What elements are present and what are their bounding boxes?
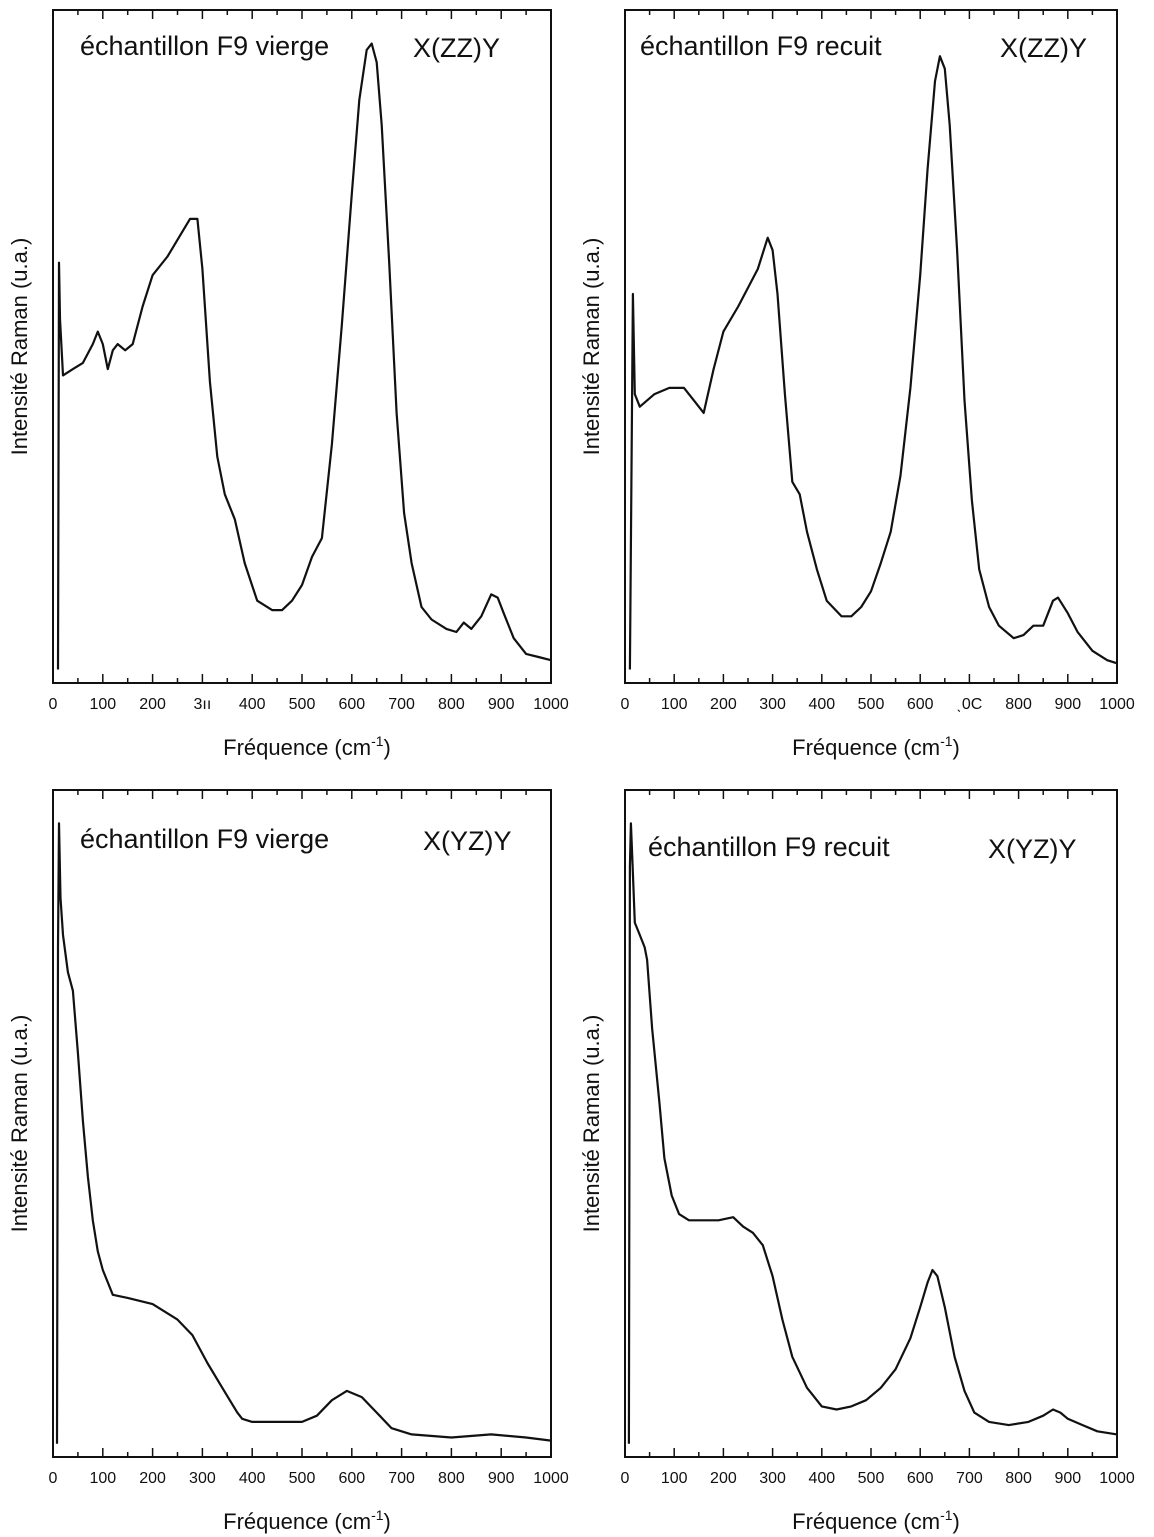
chart-panel-3: 0 100 200 300 400 500 600 700 800 900 1000 Fréquenc… — [7, 789, 569, 1534]
x-tick-label: 500 — [858, 696, 885, 713]
x-axis-title-close: ) — [953, 735, 960, 760]
x-tick-label: 200 — [139, 696, 166, 713]
y-axis-title: Intensité Raman (u.a.) — [579, 238, 604, 456]
x-tick-label: 800 — [1005, 1470, 1032, 1487]
x-tick-label: 1000 — [533, 1470, 569, 1487]
y-axis-title: Intensité Raman (u.a.) — [579, 1015, 604, 1233]
x-tick-label: 100 — [89, 1470, 116, 1487]
plot-frame — [624, 9, 1118, 684]
x-tick-label: 400 — [808, 1470, 835, 1487]
x-tick-label: 800 — [1005, 696, 1032, 713]
polarization-label: X(YZ)Y — [988, 834, 1077, 864]
x-tick-label: 400 — [239, 1470, 266, 1487]
x-tick-label: 700 — [388, 1470, 415, 1487]
y-axis-title: Intensité Raman (u.a.) — [7, 1015, 32, 1233]
x-tick-label: 500 — [289, 1470, 316, 1487]
y-axis-title: Intensité Raman (u.a.) — [7, 238, 32, 456]
x-axis-title-superscript: -1 — [371, 733, 384, 749]
chart-panel-2: 0 100 200 300 400 500 600 ˎ0С 800 900 1000 Fréquenc… — [579, 9, 1135, 760]
x-axis-title: Fréquence (cm-1) — [223, 733, 391, 760]
x-tick-label: 600 — [907, 1470, 934, 1487]
series-line-1 — [55, 822, 552, 1444]
x-tick-label: 900 — [1054, 1470, 1081, 1487]
x-tick-label: 200 — [710, 696, 737, 713]
x-axis-title-text: Fréquence (cm — [223, 1509, 371, 1534]
x-tick-label: 900 — [1054, 696, 1081, 713]
polarization-label: X(ZZ)Y — [413, 33, 500, 63]
x-tick-label: 600 — [907, 696, 934, 713]
x-tick-label: 3ıı — [194, 696, 212, 713]
series-line-1 — [628, 55, 1118, 670]
x-tick-label: 0 — [621, 696, 630, 713]
x-tick-label: 700 — [956, 1470, 983, 1487]
x-axis-title-superscript: -1 — [940, 1507, 953, 1523]
x-axis-title-text: Fréquence (cm — [792, 1509, 940, 1534]
x-axis-title: Fréquence (cm-1) — [792, 733, 960, 760]
x-tick-label: 400 — [239, 696, 266, 713]
panel-title: échantillon F9 recuit — [640, 31, 882, 61]
x-tick-label: 1000 — [1099, 696, 1135, 713]
x-tick-label: 100 — [661, 696, 688, 713]
x-axis-title-superscript: -1 — [371, 1507, 384, 1523]
chart-panel-1: 0 100 200 3ıı 400 500 600 700 800 900 1000 Fréquenc… — [7, 9, 569, 760]
series-line-1 — [56, 42, 552, 670]
x-axis-title-superscript: -1 — [940, 733, 953, 749]
x-tick-label: 0 — [621, 1470, 630, 1487]
plot-frame — [52, 789, 552, 1458]
x-tick-label: 700 — [388, 696, 415, 713]
polarization-label: X(YZ)Y — [423, 826, 512, 856]
x-axis-title-close: ) — [384, 735, 391, 760]
x-tick-label: 200 — [139, 1470, 166, 1487]
x-tick-label: 800 — [438, 1470, 465, 1487]
plot-frame — [624, 789, 1118, 1458]
x-tick-label: 500 — [289, 696, 316, 713]
x-tick-label: 300 — [189, 1470, 216, 1487]
x-tick-label: 300 — [759, 696, 786, 713]
x-tick-label: 1000 — [1099, 1470, 1135, 1487]
chart-panel-4: 0 100 200 300 400 500 600 700 800 900 1000 Fréquenc… — [579, 789, 1135, 1534]
panel-title: échantillon F9 vierge — [80, 31, 329, 61]
x-axis-title: Fréquence (cm-1) — [792, 1507, 960, 1534]
x-axis-title-text: Fréquence (cm — [223, 735, 371, 760]
x-tick-label: 100 — [89, 696, 116, 713]
x-tick-label: 300 — [759, 1470, 786, 1487]
x-tick-label: 900 — [488, 696, 515, 713]
x-tick-label: 400 — [808, 696, 835, 713]
x-axis-title: Fréquence (cm-1) — [223, 1507, 391, 1534]
x-tick-label: 100 — [661, 1470, 688, 1487]
x-tick-label: 800 — [438, 696, 465, 713]
x-axis-title-close: ) — [953, 1509, 960, 1534]
panel-title: échantillon F9 vierge — [80, 824, 329, 854]
x-axis-title-text: Fréquence (cm — [792, 735, 940, 760]
x-tick-label: 200 — [710, 1470, 737, 1487]
x-tick-label: 600 — [338, 1470, 365, 1487]
x-tick-label: 600 — [338, 696, 365, 713]
series-line-1 — [627, 822, 1118, 1444]
x-tick-label: 0 — [49, 696, 58, 713]
x-tick-label: ˎ0С — [957, 696, 983, 713]
panel-title: échantillon F9 recuit — [648, 832, 890, 862]
x-tick-label: 1000 — [533, 696, 569, 713]
x-tick-label: 0 — [49, 1470, 58, 1487]
x-axis-title-close: ) — [384, 1509, 391, 1534]
polarization-label: X(ZZ)Y — [1000, 33, 1087, 63]
x-tick-label: 900 — [488, 1470, 515, 1487]
x-tick-label: 500 — [858, 1470, 885, 1487]
